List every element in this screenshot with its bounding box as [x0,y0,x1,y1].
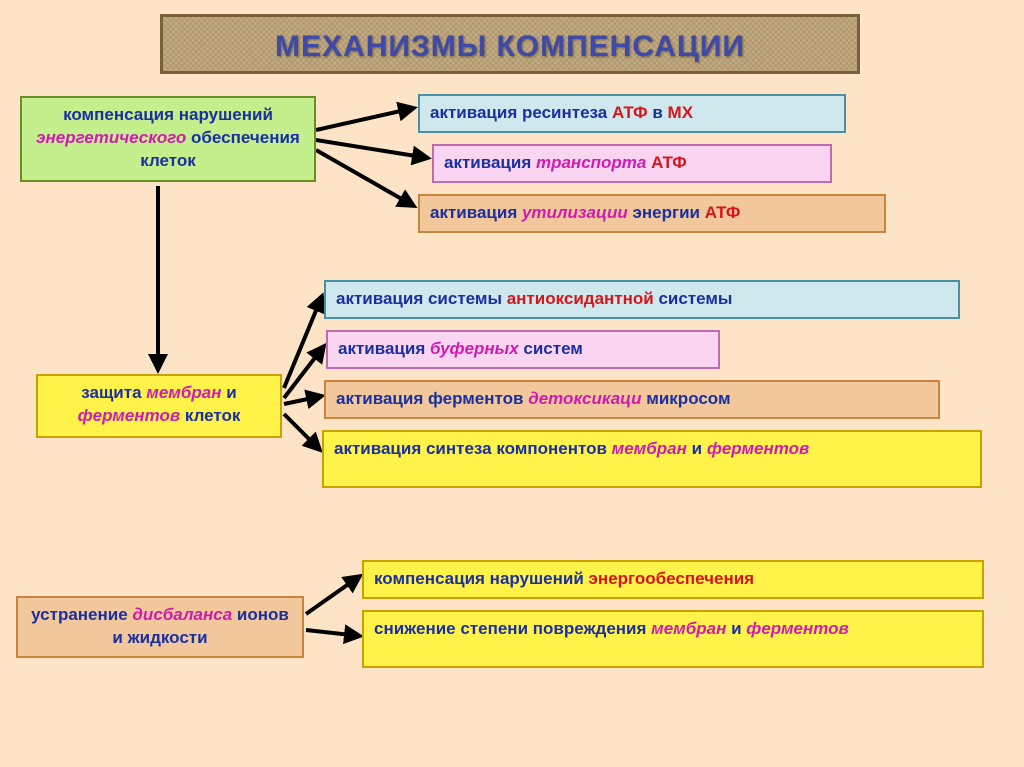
text-span: антиоксидантной [507,289,654,308]
text-span: ферментов [78,406,181,425]
node-src1: компенсация нарушений энергетического об… [20,96,316,182]
node-t2c: активация ферментов детоксикаци микросом [324,380,940,419]
text-span: систем [519,339,583,358]
arrow [316,150,414,206]
text-span: ферментов [707,439,810,458]
text-span: активация ресинтеза [430,103,612,122]
text-span: буферных [430,339,519,358]
node-t3b: снижение степени повреждения мембран и ф… [362,610,984,668]
node-t1b: активация транспорта АТФ [432,144,832,183]
text-span: и [687,439,707,458]
text-span: активация [338,339,430,358]
text-span: утилизации [522,203,628,222]
text-span: устранение [31,605,132,624]
node-t3a: компенсация нарушений энергообеспечения [362,560,984,599]
text-span: клеток [180,406,240,425]
text-span: компенсация нарушений [374,569,589,588]
arrow [284,296,322,388]
text-span: активация ферментов [336,389,528,408]
text-span: энергообеспечения [589,569,755,588]
arrow [306,576,360,614]
arrow [284,414,320,450]
text-span: детоксикаци [528,389,641,408]
text-span: активация [430,203,522,222]
text-span: и [726,619,746,638]
text-span: энергии [628,203,705,222]
text-span: мембран [612,439,687,458]
text-span: в [648,103,668,122]
text-span: снижение степени повреждения [374,619,651,638]
node-src3: устранение дисбаланса ионов и жидкости [16,596,304,658]
arrow [316,108,414,130]
text-span: энергети [36,128,119,147]
text-span: ческого [119,128,186,147]
text-span: активация синтеза компонентов [334,439,612,458]
title-banner: МЕХАНИЗМЫ КОМПЕНСАЦИИ [160,14,860,74]
arrow [284,396,322,404]
node-src2: защита мембран и ферментов клеток [36,374,282,438]
text-span: системы [654,289,733,308]
arrow [284,346,324,398]
text-span: компенсация нарушений [63,105,273,124]
text-span: и [222,383,237,402]
arrow [306,630,360,636]
text-span: ферментов [746,619,849,638]
node-t2d: активация синтеза компонентов мембран и … [322,430,982,488]
text-span: АТФ [612,103,648,122]
text-span: мембран [146,383,221,402]
text-span: АТФ [646,153,686,172]
arrow [316,140,428,158]
text-span: защита [81,383,146,402]
text-span: МХ [668,103,694,122]
node-t1a: активация ресинтеза АТФ в МХ [418,94,846,133]
text-span: микросом [642,389,731,408]
text-span: транспорта [536,153,646,172]
text-span: мембран [651,619,726,638]
node-t1c: активация утилизации энергии АТФ [418,194,886,233]
node-t2a: активация системы антиоксидантной систем… [324,280,960,319]
text-span: активация системы [336,289,507,308]
text-span: АТФ [705,203,741,222]
text-span: активация [444,153,536,172]
node-t2b: активация буферных систем [326,330,720,369]
text-span: дисбаланса [132,605,232,624]
